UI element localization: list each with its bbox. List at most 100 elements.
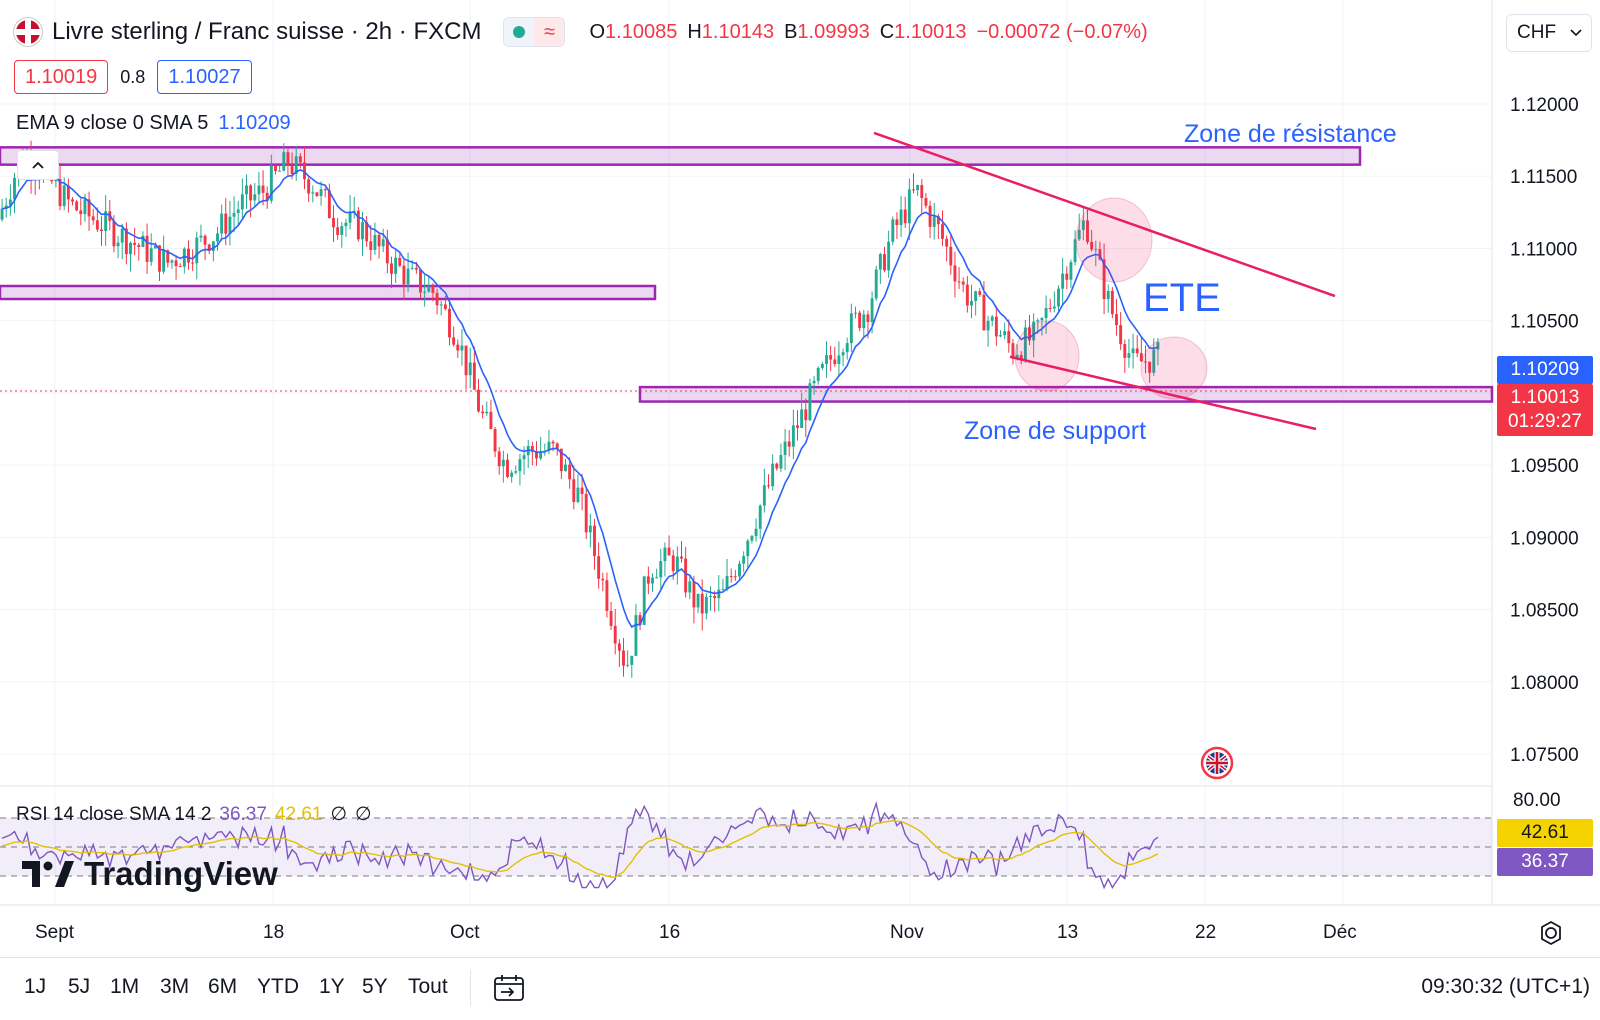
candle-body <box>187 248 190 263</box>
candle-body <box>1094 249 1098 251</box>
market-status[interactable]: ≈ <box>503 17 566 47</box>
candle-body <box>116 242 120 247</box>
candle-body <box>468 362 472 376</box>
go-to-date-icon[interactable] <box>492 973 526 1003</box>
date-tick-label: Oct <box>450 922 480 943</box>
candle-body <box>298 156 302 163</box>
candle-body <box>837 355 841 365</box>
news-flag-icon[interactable] <box>1200 746 1234 780</box>
candle-body <box>1048 307 1052 309</box>
range-button-1m[interactable]: 1M <box>110 975 140 998</box>
symbol-title[interactable]: Livre sterling / Franc suisse · 2h · FXC… <box>52 18 482 45</box>
candle-body <box>79 210 83 215</box>
candle-body <box>949 246 953 266</box>
candle-body <box>518 459 522 472</box>
candle-body <box>1148 361 1152 373</box>
chevron-up-icon <box>32 161 44 169</box>
collapse-legend-button[interactable] <box>17 150 59 180</box>
buy-button[interactable]: 1.10027 <box>157 60 252 94</box>
candle-body <box>1131 348 1135 354</box>
candle-body <box>365 222 369 242</box>
candle-body <box>510 472 514 477</box>
price-tick-label: 1.10500 <box>1510 312 1579 333</box>
candle-body <box>373 234 377 250</box>
candle-body <box>0 208 4 220</box>
price-zone <box>638 385 1494 403</box>
candle-body <box>481 411 485 414</box>
candle-body <box>866 314 870 323</box>
candle-body <box>253 194 257 201</box>
candle-body <box>75 201 79 211</box>
candle-body <box>294 156 298 174</box>
candle-body <box>406 268 410 285</box>
ema-price-tag: 1.10209 <box>1497 356 1593 384</box>
candle-body <box>742 556 746 564</box>
candle-body <box>220 213 224 234</box>
candle-body <box>4 205 8 209</box>
clock-timezone[interactable]: 09:30:32 (UTC+1) <box>1421 975 1590 998</box>
candle-body <box>286 152 290 166</box>
settings-icon[interactable] <box>1538 920 1564 946</box>
price-tick-label: 1.11500 <box>1510 167 1577 188</box>
price-tick-label: 1.12000 <box>1510 95 1579 116</box>
candle-body <box>282 152 286 171</box>
candle-body <box>1003 331 1007 336</box>
candle-body <box>240 194 244 210</box>
trendline <box>873 131 1336 298</box>
ema-legend[interactable]: EMA 9 close 0 SMA 5 1.10209 <box>16 112 291 134</box>
candle-body <box>891 219 895 242</box>
range-button-6m[interactable]: 6M <box>208 975 238 998</box>
candle-body <box>617 643 621 651</box>
candle-body <box>845 343 849 353</box>
candle-body <box>564 464 567 472</box>
candle-body <box>290 165 294 174</box>
candle-body <box>443 304 447 309</box>
candle-body <box>638 615 642 625</box>
rsi-value-tag: 36.37 <box>1497 848 1593 876</box>
candle-body <box>178 266 182 268</box>
price-tick-label: 1.11000 <box>1510 239 1577 260</box>
candle-body <box>746 540 750 557</box>
candle-body <box>1032 321 1036 341</box>
range-button-5j[interactable]: 5J <box>68 975 91 998</box>
range-button-tout[interactable]: Tout <box>408 975 448 998</box>
candle-body <box>692 581 696 608</box>
sell-button[interactable]: 1.10019 <box>14 60 109 94</box>
range-button-3m[interactable]: 3M <box>160 975 190 998</box>
candle-body <box>427 285 431 292</box>
range-button-ytd[interactable]: YTD <box>257 975 299 998</box>
support-annotation[interactable]: Zone de support <box>964 417 1147 445</box>
candle-body <box>738 563 741 577</box>
candle-body <box>278 170 282 172</box>
candle-body <box>816 368 820 381</box>
candle-body <box>323 189 327 191</box>
candle-body <box>576 487 580 502</box>
pattern-annotation[interactable]: ETE <box>1143 276 1221 320</box>
range-button-5y[interactable]: 5Y <box>362 975 388 998</box>
candle-body <box>344 222 348 227</box>
candle-body <box>381 239 385 247</box>
currency-select[interactable]: CHF <box>1506 14 1592 52</box>
candle-body <box>750 536 754 541</box>
candle-body <box>352 210 356 212</box>
candle-body <box>1139 353 1143 362</box>
candle-body <box>120 228 124 243</box>
candle-body <box>228 216 232 234</box>
range-button-1y[interactable]: 1Y <box>319 975 345 998</box>
candle-body <box>584 494 588 533</box>
candle-body <box>928 205 932 227</box>
candle-body <box>771 463 775 487</box>
candle-body <box>945 238 949 247</box>
tradingview-logo[interactable]: TradingView <box>22 855 278 893</box>
price-zone <box>0 284 657 301</box>
candle-body <box>199 235 203 238</box>
resistance-annotation[interactable]: Zone de résistance <box>1184 120 1397 148</box>
candle-body <box>174 260 178 267</box>
uk-flag-icon <box>14 18 42 46</box>
range-button-1j[interactable]: 1J <box>24 975 47 998</box>
candle-body <box>66 185 70 200</box>
candle-body <box>112 220 116 247</box>
candle-body <box>419 269 422 293</box>
rsi-legend[interactable]: RSI 14 close SMA 14 2 36.37 42.61 ∅ ∅ <box>16 804 372 825</box>
